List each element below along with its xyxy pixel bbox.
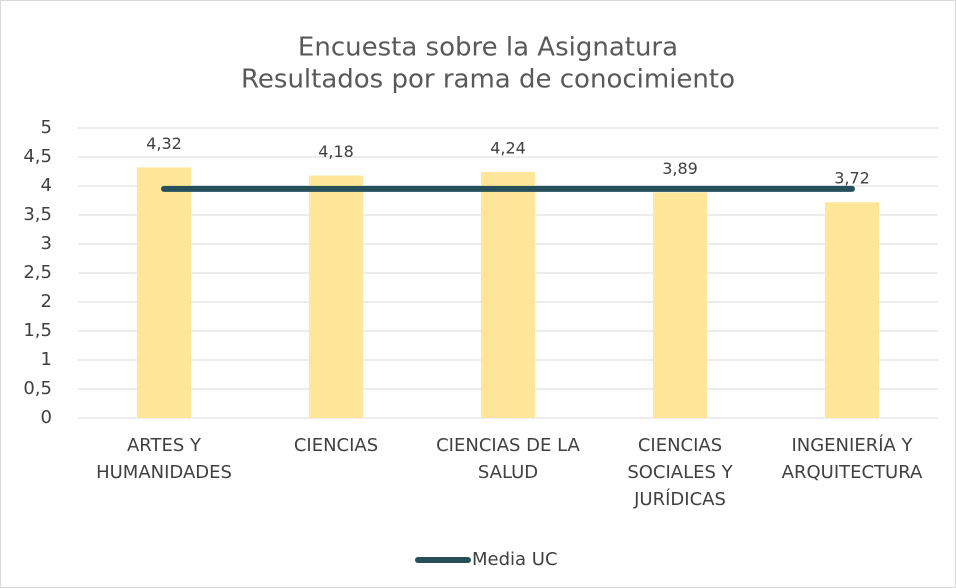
data-label: 3,72: [834, 169, 870, 188]
y-tick-label: 0: [41, 407, 52, 428]
x-tick-label: CIENCIAS DE LA SALUD: [436, 435, 580, 483]
x-tick-label: CIENCIAS: [293, 435, 379, 456]
y-tick-label: 0,5: [23, 378, 52, 399]
data-label: 3,89: [662, 159, 698, 178]
data-label: 4,32: [146, 134, 182, 153]
y-tick-label: 1: [41, 349, 52, 370]
legend-label: Media UC: [472, 549, 558, 570]
y-tick-label: 2,5: [23, 262, 52, 283]
x-tick-label: ARTES Y HUMANIDADES: [96, 435, 232, 483]
x-tick-label: INGENIERÍA Y ARQUITECTURA: [781, 435, 923, 483]
y-tick-label: 3,5: [23, 204, 52, 225]
x-tick-label: CIENCIAS SOCIALES Y JURÍDICAS: [627, 435, 733, 510]
data-label: 4,24: [490, 139, 526, 158]
y-tick-label: 4: [41, 175, 52, 196]
bar: [309, 175, 363, 418]
bar: [653, 192, 707, 418]
bar: [481, 172, 535, 418]
y-tick-label: 2: [41, 291, 52, 312]
y-tick-label: 4,5: [23, 146, 52, 167]
chart-title: Encuesta sobre la Asignatura: [298, 33, 678, 63]
y-tick-label: 1,5: [23, 320, 52, 341]
bar: [825, 202, 879, 418]
y-tick-label: 5: [41, 117, 52, 138]
data-label: 4,18: [318, 142, 354, 161]
chart-subtitle: Resultados por rama de conocimiento: [241, 65, 735, 95]
y-tick-label: 3: [41, 233, 52, 254]
bar: [137, 167, 191, 418]
